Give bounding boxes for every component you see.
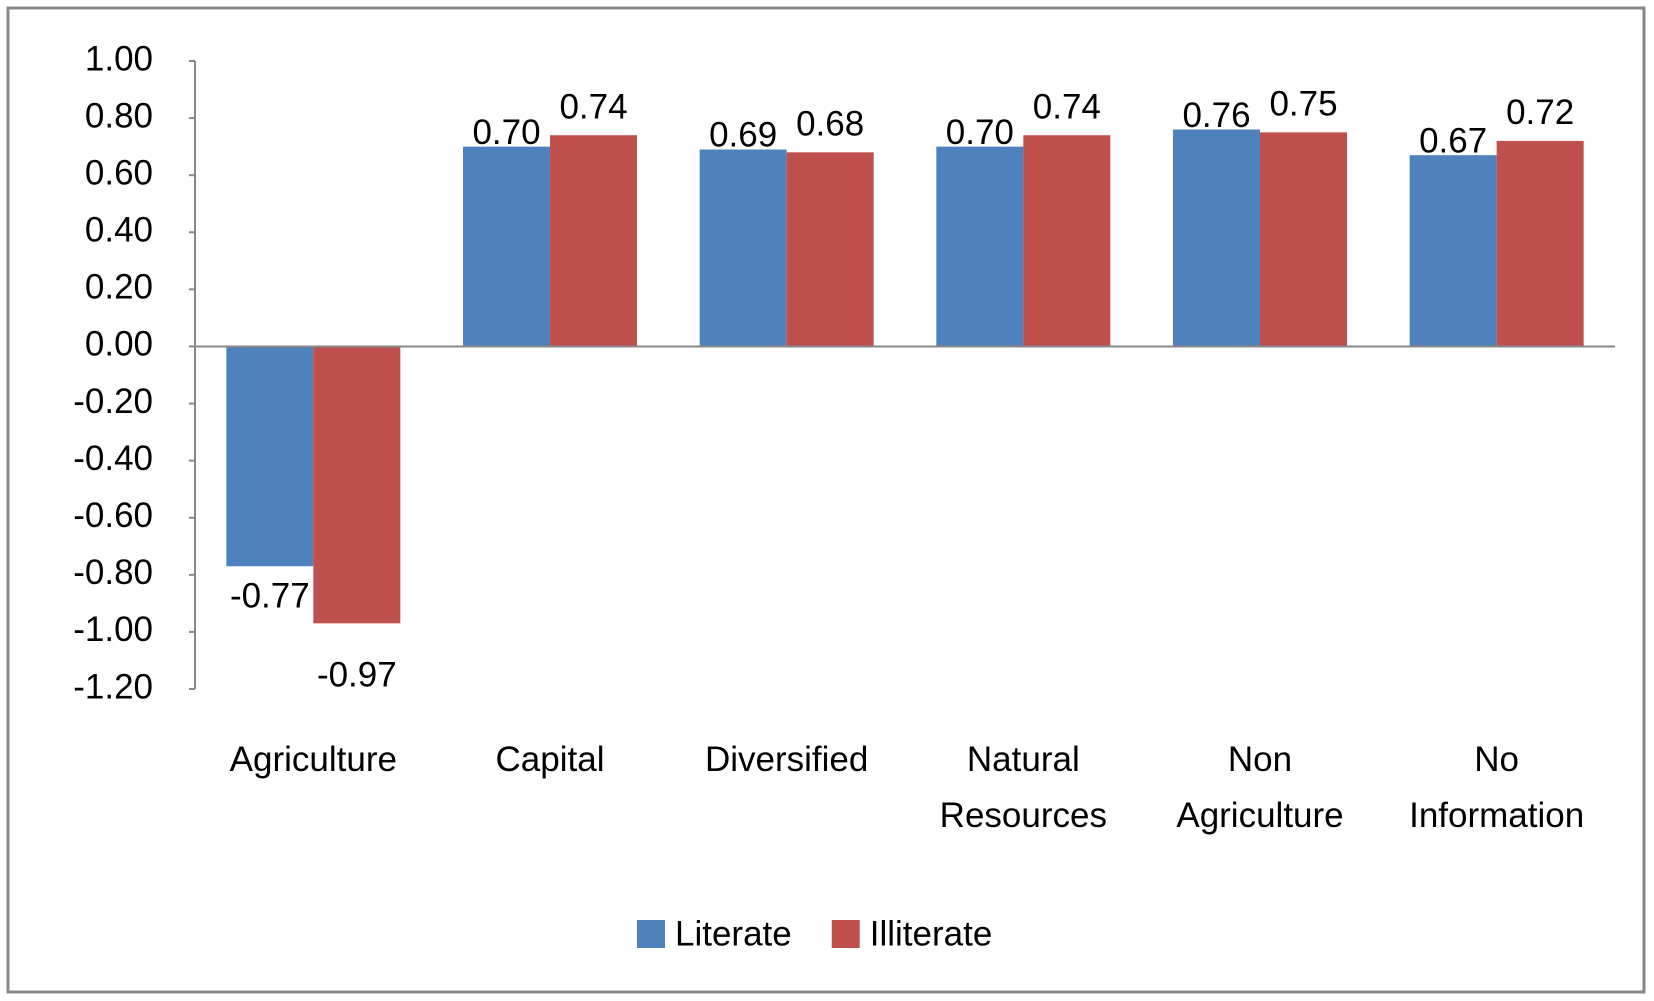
data-label: 0.70	[946, 113, 1014, 152]
data-label: 0.68	[796, 105, 864, 144]
bar	[936, 146, 1024, 347]
data-label: 0.70	[472, 113, 540, 152]
y-tick-label: -0.40	[73, 439, 153, 478]
y-tick-label: 0.80	[85, 96, 153, 135]
data-label: 0.76	[1182, 96, 1250, 135]
bar	[226, 346, 314, 567]
legend-label: Illiterate	[870, 914, 993, 953]
data-label: -0.77	[230, 577, 310, 616]
y-tick-label: 1.00	[85, 39, 153, 78]
bar	[1173, 129, 1260, 347]
data-label: 0.74	[559, 87, 627, 126]
legend-swatch	[637, 920, 665, 948]
bar	[699, 149, 787, 347]
data-label: 0.75	[1269, 85, 1337, 124]
x-tick-label: Agriculture	[230, 740, 397, 779]
y-tick-label: 0.40	[85, 211, 153, 250]
bar	[786, 152, 874, 347]
data-label: 0.74	[1033, 87, 1101, 126]
y-tick-label: 0.00	[85, 325, 153, 364]
data-label: 0.69	[709, 116, 777, 155]
bar	[1496, 140, 1584, 347]
y-tick-label: -0.60	[73, 496, 153, 535]
legend-label: Literate	[675, 914, 792, 953]
data-label: 0.72	[1506, 93, 1574, 132]
bar	[1409, 155, 1497, 347]
bar	[1023, 135, 1111, 347]
y-tick-label: 0.20	[85, 268, 153, 307]
data-label: -0.97	[317, 656, 397, 695]
x-tick-label: Capital	[496, 740, 605, 779]
x-tick-label: No Information	[1409, 740, 1584, 835]
data-label: 0.67	[1419, 121, 1487, 160]
bar	[313, 346, 401, 624]
y-tick-label: 0.60	[85, 153, 153, 192]
y-tick-label: -1.00	[73, 610, 153, 649]
y-tick-label: -0.20	[73, 382, 153, 421]
x-tick-label: Natural Resources	[940, 740, 1107, 835]
legend-swatch	[831, 920, 860, 948]
bar	[1260, 132, 1347, 347]
bar	[550, 135, 637, 347]
bar	[463, 146, 550, 347]
x-tick-label: Diversified	[705, 740, 868, 779]
y-tick-label: -1.20	[73, 667, 153, 706]
x-tick-label: Non Agriculture	[1176, 740, 1343, 835]
y-tick-label: -0.80	[73, 553, 153, 592]
